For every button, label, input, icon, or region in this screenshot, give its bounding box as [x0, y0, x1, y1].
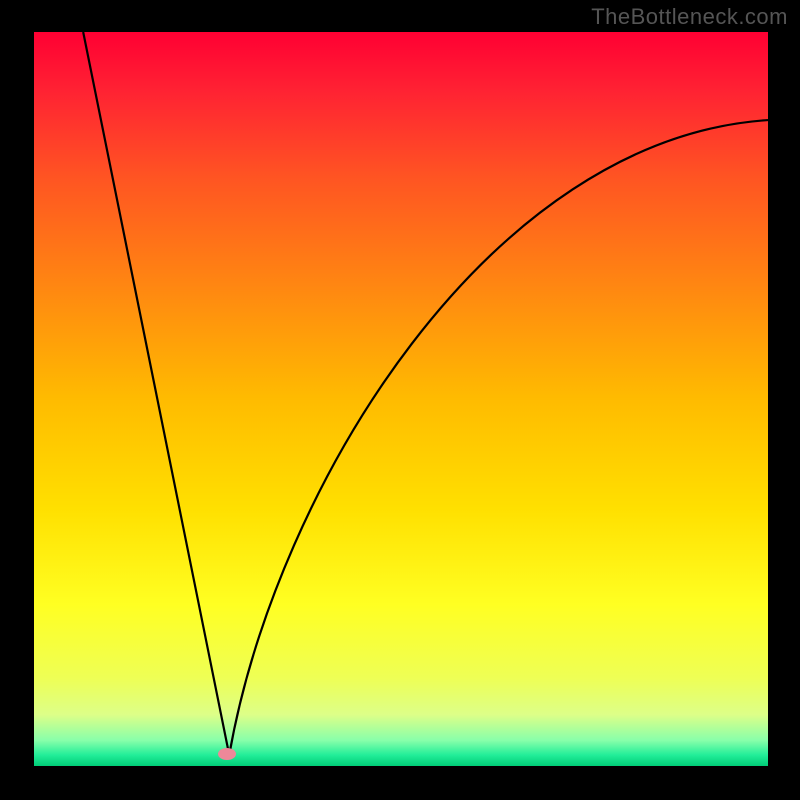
curve-path — [83, 32, 768, 755]
minimum-marker — [218, 748, 236, 760]
chart-plot-area — [34, 32, 768, 766]
bottleneck-curve — [34, 32, 768, 766]
watermark-text: TheBottleneck.com — [591, 4, 788, 30]
